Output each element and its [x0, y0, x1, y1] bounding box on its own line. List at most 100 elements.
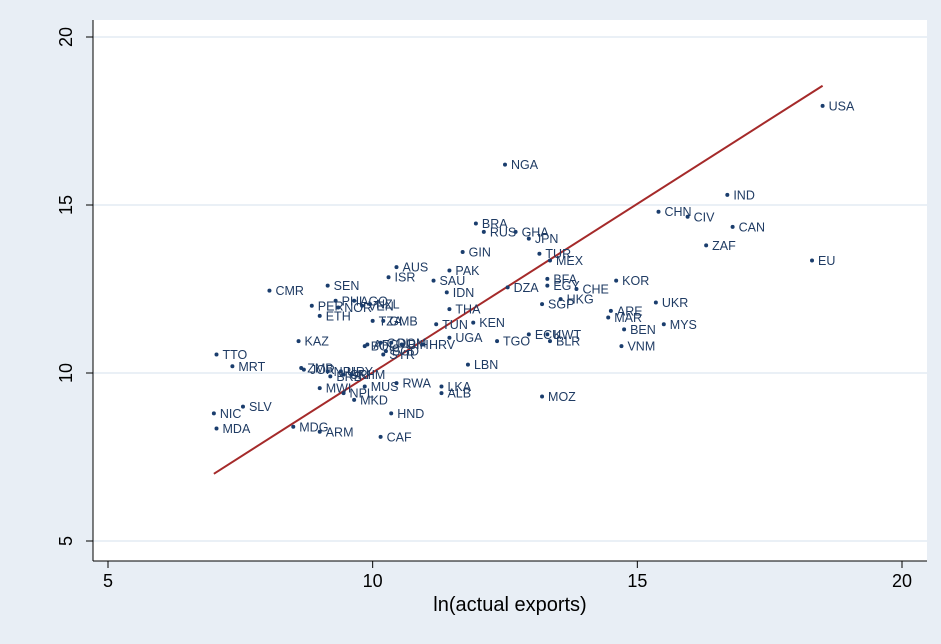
point-label: JPN	[535, 232, 559, 246]
point-kaz	[296, 339, 301, 344]
point-label: CIV	[694, 210, 716, 224]
point-tza	[370, 318, 375, 323]
point-eth	[317, 313, 322, 318]
point-label: IND	[733, 188, 755, 202]
point-mkd	[352, 397, 357, 402]
point-che	[574, 287, 579, 291]
point-ukr	[653, 300, 658, 305]
point-sau	[431, 278, 436, 283]
point-label: ALB	[447, 387, 471, 401]
point-can	[730, 224, 735, 229]
point-label: SLV	[249, 400, 272, 414]
point-label: VEN	[368, 299, 394, 313]
point-label: UKR	[662, 296, 688, 310]
point-label: SGP	[548, 298, 574, 312]
point-mys	[661, 322, 666, 327]
point-slv	[240, 404, 245, 409]
point-mex	[547, 258, 552, 263]
point-npl	[325, 369, 330, 374]
point-label: HRV	[429, 338, 456, 352]
point-label: TGO	[503, 335, 530, 349]
point-label: KAZ	[305, 335, 330, 349]
point-label: DOM	[397, 336, 426, 350]
point-per	[309, 303, 314, 308]
point-label: TUR	[545, 247, 571, 261]
point-label: EGY	[553, 279, 580, 293]
point-label: BRA	[482, 217, 508, 231]
point-label: BIH	[408, 338, 429, 352]
fit-line-group	[213, 84, 824, 475]
point-idn	[444, 290, 449, 295]
point-tun	[434, 322, 439, 327]
point-kwt	[545, 332, 550, 337]
point-tha	[447, 307, 452, 312]
point-label: MKD	[360, 393, 388, 407]
point-label: GMB	[389, 314, 417, 328]
point-zaf	[704, 243, 709, 248]
point-ven	[360, 303, 365, 308]
point-brb	[328, 374, 333, 379]
point-label: BFA	[553, 272, 577, 286]
point-col	[378, 340, 383, 345]
point-nor	[336, 305, 341, 310]
point-usa	[820, 103, 825, 108]
point-ecu	[526, 332, 531, 337]
point-bih	[399, 342, 404, 347]
point-label: AGO	[360, 294, 388, 308]
point-egy	[545, 283, 550, 288]
point-sen	[325, 283, 330, 288]
point-isr	[386, 275, 391, 280]
point-moz	[540, 394, 545, 399]
point-dom	[389, 340, 394, 345]
point-label: MDG	[299, 420, 328, 434]
point-label: BGD	[392, 345, 419, 359]
point-label: CMR	[275, 284, 303, 298]
point-label: MAR	[614, 311, 642, 325]
point-mrt	[230, 364, 235, 369]
point-mus	[362, 384, 367, 389]
point-jor	[301, 367, 306, 372]
point-label: NIC	[220, 407, 242, 421]
point-label: VNM	[627, 340, 655, 354]
point-label: DZA	[514, 281, 540, 295]
point-label: KEN	[479, 316, 505, 330]
point-label: ARE	[617, 304, 643, 318]
point-cri	[341, 372, 346, 377]
point-label: CHN	[665, 205, 692, 219]
point-gin	[460, 250, 465, 255]
point-label: NGA	[511, 158, 539, 172]
point-syr	[381, 352, 386, 357]
y-tick-label: 20	[56, 27, 76, 47]
x-tick-label: 15	[627, 571, 647, 591]
point-chn	[656, 209, 661, 214]
point-ury	[338, 369, 343, 374]
axes	[92, 20, 927, 562]
point-label: NPL	[350, 387, 374, 401]
point-label: TTO	[223, 348, 248, 362]
point-label: ISR	[395, 271, 416, 285]
point-lka	[439, 384, 444, 389]
point-label: KOR	[622, 274, 649, 288]
point-label: PAK	[455, 264, 480, 278]
point-sgp	[540, 302, 545, 307]
point-tur	[537, 251, 542, 256]
point-aus	[394, 265, 399, 270]
point-label: MOZ	[548, 390, 576, 404]
point-label: NOR	[344, 301, 372, 315]
point-mdg	[291, 424, 296, 429]
y-tick-label: 15	[56, 195, 76, 215]
point-alb	[439, 391, 444, 396]
point-uga	[447, 335, 452, 340]
point-label: SAU	[440, 274, 466, 288]
point-label: COL	[387, 336, 413, 350]
point-label: USA	[829, 99, 855, 113]
point-hnd	[389, 411, 394, 416]
point-label: LKA	[447, 380, 471, 394]
point-rus	[481, 229, 486, 234]
point-ago	[352, 298, 357, 303]
point-label: THA	[455, 303, 481, 317]
point-label: SYR	[389, 348, 415, 362]
x-tick-label: 5	[103, 571, 113, 591]
